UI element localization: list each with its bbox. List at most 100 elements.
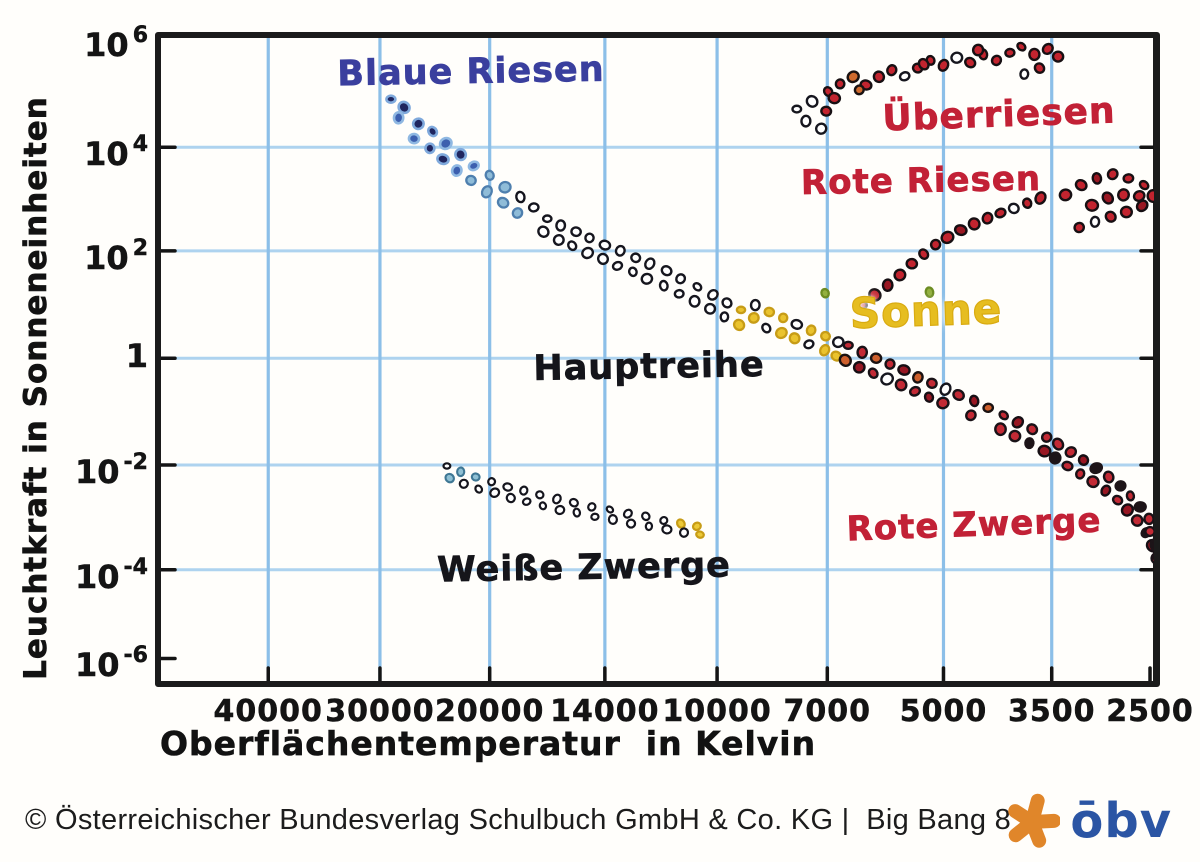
y-tick-base: 10: [75, 557, 120, 597]
data-point: [442, 462, 452, 470]
data-point: [688, 294, 701, 308]
data-point: [692, 281, 703, 292]
data-point: [917, 57, 930, 71]
data-point: [568, 497, 579, 508]
tick-marks: [161, 145, 1154, 681]
data-point: [788, 332, 801, 345]
data-point: [967, 217, 981, 231]
data-point: [1074, 468, 1086, 480]
copyright-text: © Österreichischer Bundesverlag Schulbuc…: [25, 804, 1012, 836]
data-point: [800, 114, 812, 128]
data-point: [719, 311, 730, 323]
data-point: [1040, 431, 1053, 443]
data-point: [994, 207, 1007, 219]
data-point: [856, 300, 868, 310]
data-point: [1106, 168, 1119, 181]
data-point: [1091, 172, 1103, 185]
data-point: [641, 511, 651, 522]
data-point: [552, 234, 565, 246]
data-point: [627, 266, 638, 278]
data-point: [496, 196, 510, 209]
data-point: [505, 492, 516, 504]
data-point: [893, 268, 907, 282]
data-points-series-2: [732, 286, 935, 362]
data-point: [937, 58, 950, 72]
y-tick-exponent: -6: [123, 643, 148, 669]
x-tick-label: 10000: [662, 694, 772, 730]
data-point: [1144, 525, 1154, 538]
label-hauptreihe: Hauptreihe: [533, 345, 766, 390]
data-point: [470, 472, 481, 482]
y-tick-label: 10 -6: [38, 634, 148, 687]
data-point: [964, 56, 977, 69]
data-point: [660, 265, 673, 277]
data-point: [925, 377, 938, 390]
data-point: [1100, 484, 1112, 497]
x-tick-label: 7000: [783, 694, 872, 730]
data-point: [1101, 191, 1115, 205]
y-tick-exponent: 2: [132, 235, 148, 262]
data-point: [552, 493, 562, 505]
data-point: [1117, 188, 1130, 202]
data-point: [834, 78, 846, 90]
x-tick-label: 3500: [1007, 694, 1096, 730]
y-tick-base: 10: [75, 452, 120, 492]
data-point: [982, 402, 995, 413]
data-point: [814, 122, 828, 135]
data-point: [535, 490, 545, 500]
label-rote-zwerge: Rote Zwerge: [846, 500, 1103, 550]
data-point: [1073, 221, 1086, 234]
data-point: [1122, 173, 1135, 184]
label-rote-riesen: Rote Riesen: [800, 158, 1042, 203]
y-tick-exponent: -2: [123, 449, 148, 476]
data-point: [521, 497, 532, 506]
y-tick-label: 10 2: [38, 227, 148, 280]
data-point: [965, 409, 977, 422]
data-point: [1077, 454, 1090, 466]
data-point: [707, 289, 719, 301]
data-point: [465, 174, 477, 187]
x-tick-label: 14000: [550, 694, 660, 730]
data-point: [587, 502, 597, 512]
y-tick-label: 1: [38, 334, 148, 378]
data-point: [1028, 47, 1041, 62]
data-point: [427, 125, 439, 138]
data-point: [397, 100, 411, 115]
data-points-series-4: [791, 41, 1065, 135]
data-point: [498, 180, 512, 194]
data-point: [894, 378, 908, 392]
data-point: [898, 71, 911, 82]
data-point: [611, 260, 624, 271]
data-point: [908, 385, 922, 397]
obv-star-arms: [1008, 793, 1061, 848]
y-tick-label: 10 -2: [38, 441, 148, 494]
data-point: [971, 43, 985, 57]
data-point: [691, 521, 702, 532]
obv-logo-text: ōbv: [1070, 793, 1172, 849]
data-point: [675, 518, 686, 529]
data-point: [555, 219, 567, 232]
x-tick-label: 20000: [434, 694, 545, 730]
x-tick-label: 40000: [213, 694, 323, 730]
plot-area: Blaue Riesen Überriesen Rote Riesen Sonne Ha…: [155, 32, 1160, 687]
data-point: [805, 324, 817, 337]
data-point: [1086, 475, 1100, 489]
data-point: [1011, 416, 1025, 429]
data-point: [827, 91, 842, 105]
data-point: [936, 396, 950, 410]
data-point: [867, 367, 879, 379]
data-point: [1074, 178, 1088, 192]
data-point: [881, 278, 894, 292]
data-point: [581, 246, 595, 260]
data-point: [952, 388, 965, 402]
data-point: [929, 238, 942, 251]
data-point: [480, 185, 493, 199]
data-point: [640, 272, 654, 285]
data-point: [953, 224, 968, 237]
data-point: [1089, 215, 1101, 228]
data-point: [1119, 205, 1133, 219]
data-point: [1084, 198, 1100, 212]
data-point: [820, 330, 831, 342]
data-point: [1135, 199, 1149, 213]
